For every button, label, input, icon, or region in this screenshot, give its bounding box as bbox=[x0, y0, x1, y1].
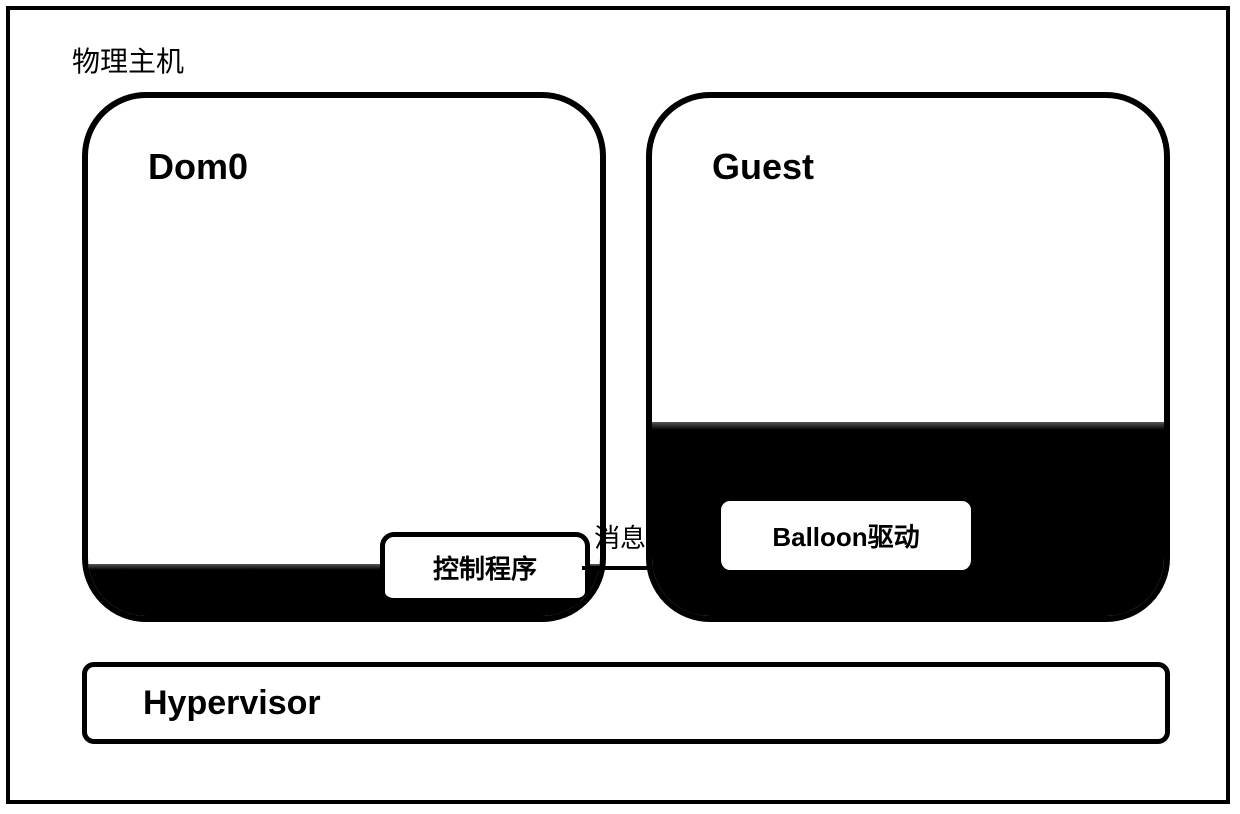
guest-box: Guest Balloon驱动 bbox=[646, 92, 1170, 622]
balloon-driver-box: Balloon驱动 bbox=[716, 496, 976, 574]
guest-title: Guest bbox=[712, 146, 814, 188]
message-bus-label: 消息总线 bbox=[594, 518, 698, 555]
hypervisor-label: Hypervisor bbox=[143, 684, 321, 723]
dom0-title: Dom0 bbox=[148, 146, 248, 188]
control-program-label: 控制程序 bbox=[433, 549, 537, 586]
hypervisor-box: Hypervisor bbox=[82, 662, 1170, 744]
physical-host-frame: 物理主机 Dom0 控制程序 Guest Balloon驱动 消息总线 Hype… bbox=[6, 6, 1230, 804]
message-bus-line bbox=[582, 566, 714, 570]
dom0-box: Dom0 控制程序 bbox=[82, 92, 606, 622]
balloon-driver-label: Balloon驱动 bbox=[772, 517, 919, 554]
host-label: 物理主机 bbox=[72, 40, 184, 80]
control-program-box: 控制程序 bbox=[380, 532, 590, 606]
